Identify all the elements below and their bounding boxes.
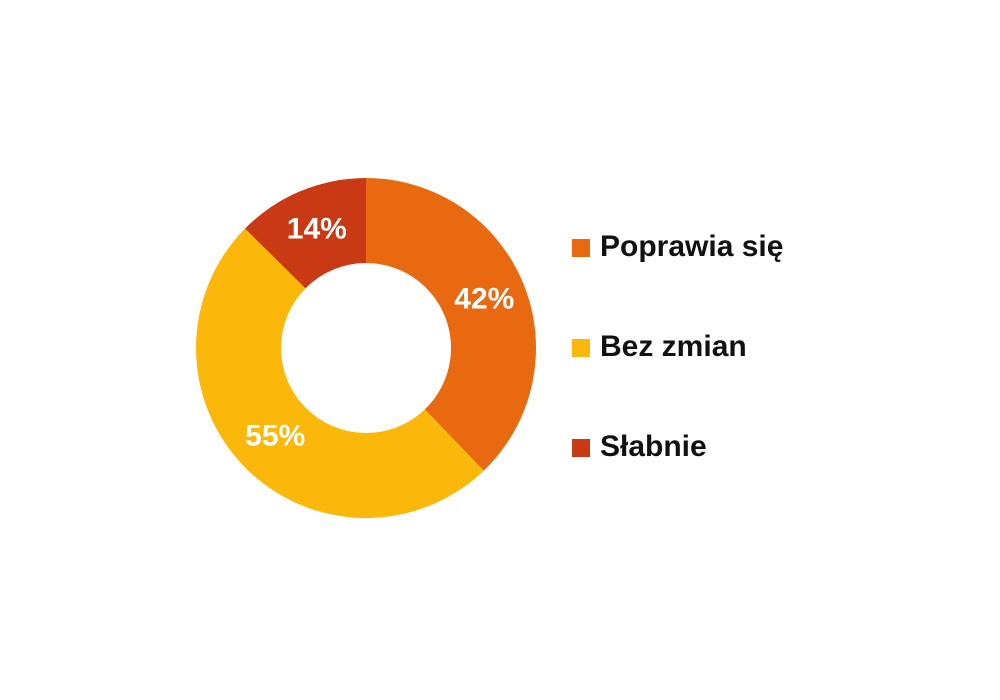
legend-swatch bbox=[572, 339, 590, 357]
data-label: 55% bbox=[245, 419, 305, 452]
legend-label: Słabnie bbox=[600, 430, 707, 463]
donut-slice bbox=[366, 178, 537, 471]
legend-swatch bbox=[572, 239, 590, 257]
data-label: 42% bbox=[454, 282, 514, 315]
donut-slice bbox=[244, 178, 366, 289]
data-label: 14% bbox=[287, 212, 347, 245]
legend-label: Poprawia się bbox=[600, 230, 783, 263]
legend-swatch bbox=[572, 439, 590, 457]
donut-slice bbox=[195, 228, 484, 519]
legend-label: Bez zmian bbox=[600, 330, 747, 363]
